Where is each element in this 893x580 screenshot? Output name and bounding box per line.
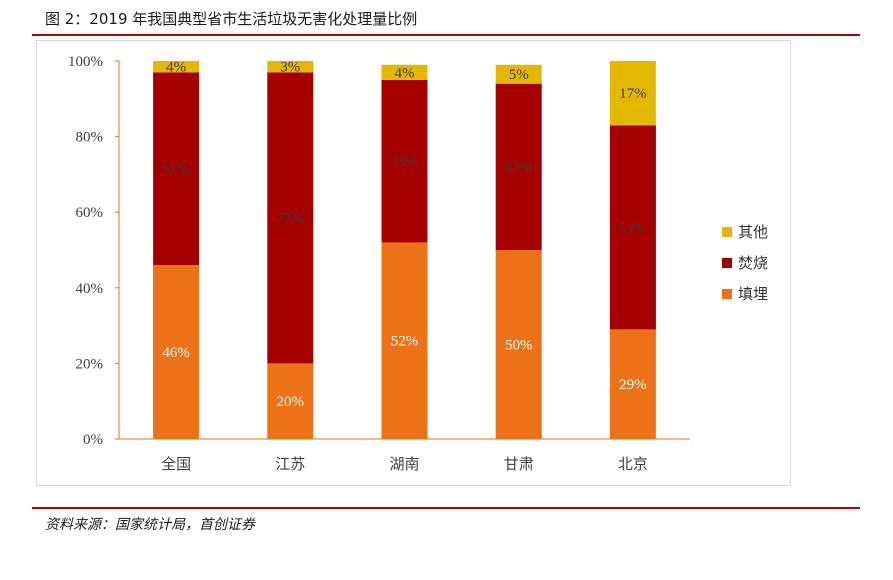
bar-segment — [609, 61, 656, 126]
x-category-label: 北京 — [618, 455, 648, 473]
bar-segment — [495, 250, 542, 439]
legend-label: 填埋 — [738, 285, 768, 303]
bar-segment — [609, 329, 656, 439]
chart-frame — [36, 40, 791, 486]
bar-segment — [267, 61, 314, 73]
bar-segment — [609, 125, 656, 330]
data-label: 77% — [277, 211, 305, 227]
data-label: 54% — [619, 220, 647, 236]
legend-swatch — [722, 227, 732, 237]
bar-segment — [495, 83, 542, 251]
data-label: 4% — [395, 65, 415, 81]
y-tick-label: 40% — [76, 281, 104, 297]
bar-segment — [153, 265, 200, 439]
y-tick-label: 20% — [76, 356, 104, 372]
bar-segment — [495, 64, 542, 84]
data-label: 4% — [166, 60, 186, 76]
x-category-label: 湖南 — [389, 455, 419, 473]
y-tick-label: 100% — [68, 54, 103, 70]
legend-swatch — [722, 289, 732, 299]
legend-swatch — [722, 258, 732, 268]
x-category-label: 甘肃 — [504, 455, 534, 473]
figure-title: 图 2：2019 年我国典型省市生活垃圾无害化处理量比例 — [45, 10, 418, 28]
bar-segment — [153, 61, 200, 73]
bar-segment — [153, 72, 200, 266]
bar-segment — [381, 242, 428, 439]
y-tick-label: 60% — [76, 205, 104, 221]
bar-segment — [381, 64, 428, 80]
data-label: 52% — [391, 334, 419, 350]
data-label: 17% — [619, 86, 647, 102]
data-label: 43% — [391, 154, 419, 170]
bottom-divider — [32, 507, 860, 509]
bar-segment — [267, 363, 314, 439]
bar-segment — [267, 72, 314, 364]
legend-label: 其他 — [738, 223, 768, 241]
x-category-label: 全国 — [161, 455, 191, 473]
data-label: 46% — [162, 345, 190, 361]
top-divider — [32, 34, 860, 36]
data-label: 29% — [619, 377, 647, 393]
y-tick-label: 0% — [83, 432, 103, 448]
data-label: 3% — [280, 60, 300, 76]
data-label: 51% — [162, 162, 190, 178]
source-note: 资料来源：国家统计局，首创证券 — [45, 517, 255, 533]
data-label: 20% — [277, 394, 305, 410]
y-tick-label: 80% — [76, 130, 104, 146]
bar-segment — [381, 79, 428, 243]
data-label: 50% — [505, 338, 533, 354]
legend-label: 焚烧 — [738, 254, 768, 272]
data-label: 5% — [509, 67, 529, 83]
data-label: 44% — [505, 160, 533, 176]
x-category-label: 江苏 — [275, 455, 305, 473]
